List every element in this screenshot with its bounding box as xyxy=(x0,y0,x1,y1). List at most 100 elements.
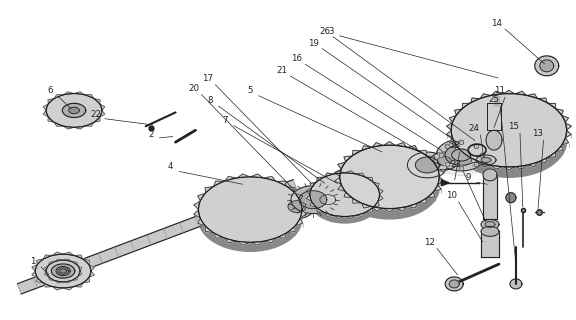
Polygon shape xyxy=(74,255,83,259)
Polygon shape xyxy=(353,150,361,156)
Polygon shape xyxy=(51,264,75,278)
Polygon shape xyxy=(198,218,205,226)
Polygon shape xyxy=(251,174,263,178)
Polygon shape xyxy=(324,212,334,216)
Polygon shape xyxy=(317,177,324,182)
Polygon shape xyxy=(344,192,352,198)
Polygon shape xyxy=(471,98,480,103)
Polygon shape xyxy=(408,203,418,208)
Polygon shape xyxy=(338,185,345,191)
Polygon shape xyxy=(449,138,456,145)
Polygon shape xyxy=(300,210,306,218)
Polygon shape xyxy=(85,95,94,99)
Polygon shape xyxy=(194,210,200,218)
Polygon shape xyxy=(366,177,373,182)
Polygon shape xyxy=(310,182,316,188)
Text: 20: 20 xyxy=(188,84,199,93)
Polygon shape xyxy=(356,212,365,216)
Polygon shape xyxy=(74,126,85,129)
Polygon shape xyxy=(94,99,100,104)
Text: 1: 1 xyxy=(31,257,36,266)
Polygon shape xyxy=(74,283,83,287)
Polygon shape xyxy=(78,266,82,271)
Polygon shape xyxy=(345,171,355,174)
Polygon shape xyxy=(463,152,470,157)
Circle shape xyxy=(473,162,478,166)
Circle shape xyxy=(445,162,449,166)
Text: 2: 2 xyxy=(148,130,153,139)
Polygon shape xyxy=(485,221,495,228)
Polygon shape xyxy=(471,98,480,103)
Polygon shape xyxy=(481,220,499,229)
Polygon shape xyxy=(562,138,569,145)
Polygon shape xyxy=(37,277,43,283)
Polygon shape xyxy=(556,146,563,152)
Polygon shape xyxy=(340,145,439,209)
Polygon shape xyxy=(480,162,491,167)
Polygon shape xyxy=(332,187,358,203)
Polygon shape xyxy=(449,116,456,122)
Polygon shape xyxy=(566,123,571,130)
Polygon shape xyxy=(324,173,334,177)
Polygon shape xyxy=(494,96,499,106)
Polygon shape xyxy=(225,176,236,181)
Polygon shape xyxy=(52,252,63,255)
Polygon shape xyxy=(373,182,380,188)
Polygon shape xyxy=(481,231,499,257)
Text: 7: 7 xyxy=(222,116,228,125)
Polygon shape xyxy=(407,152,447,178)
Text: 19: 19 xyxy=(308,38,319,48)
Text: 13: 13 xyxy=(532,129,543,138)
Polygon shape xyxy=(480,162,491,167)
Polygon shape xyxy=(276,233,286,238)
Polygon shape xyxy=(344,156,352,162)
Polygon shape xyxy=(251,241,263,245)
Polygon shape xyxy=(489,103,499,135)
Polygon shape xyxy=(356,212,365,216)
Polygon shape xyxy=(295,218,302,226)
Polygon shape xyxy=(310,202,316,207)
Text: 6: 6 xyxy=(47,86,53,95)
Polygon shape xyxy=(356,173,365,177)
Polygon shape xyxy=(306,195,312,201)
Polygon shape xyxy=(35,254,91,288)
Polygon shape xyxy=(535,56,559,76)
Polygon shape xyxy=(334,171,344,174)
Polygon shape xyxy=(46,93,102,127)
Circle shape xyxy=(479,153,484,157)
Polygon shape xyxy=(306,195,312,201)
Polygon shape xyxy=(438,177,444,184)
Polygon shape xyxy=(492,91,502,95)
Polygon shape xyxy=(264,176,275,181)
Polygon shape xyxy=(556,109,563,115)
Polygon shape xyxy=(334,215,344,219)
Text: 8: 8 xyxy=(207,96,213,105)
Polygon shape xyxy=(312,200,344,204)
Polygon shape xyxy=(378,195,383,201)
Polygon shape xyxy=(199,186,302,251)
Polygon shape xyxy=(463,152,470,157)
Polygon shape xyxy=(287,226,295,232)
Polygon shape xyxy=(214,181,224,186)
Polygon shape xyxy=(438,177,444,184)
Polygon shape xyxy=(445,277,463,291)
Polygon shape xyxy=(199,177,302,242)
Polygon shape xyxy=(32,265,37,271)
Text: 18: 18 xyxy=(449,140,460,150)
Polygon shape xyxy=(287,226,295,232)
Polygon shape xyxy=(372,207,383,211)
Polygon shape xyxy=(438,170,444,177)
Text: 5: 5 xyxy=(248,86,253,95)
Polygon shape xyxy=(46,260,80,282)
Polygon shape xyxy=(48,117,54,122)
Polygon shape xyxy=(441,180,449,186)
Polygon shape xyxy=(510,279,522,289)
Polygon shape xyxy=(449,280,459,288)
Polygon shape xyxy=(287,187,295,193)
Polygon shape xyxy=(198,194,205,201)
Polygon shape xyxy=(480,94,491,98)
Polygon shape xyxy=(300,201,306,209)
Polygon shape xyxy=(446,123,452,130)
Polygon shape xyxy=(214,233,224,238)
Polygon shape xyxy=(418,198,426,203)
